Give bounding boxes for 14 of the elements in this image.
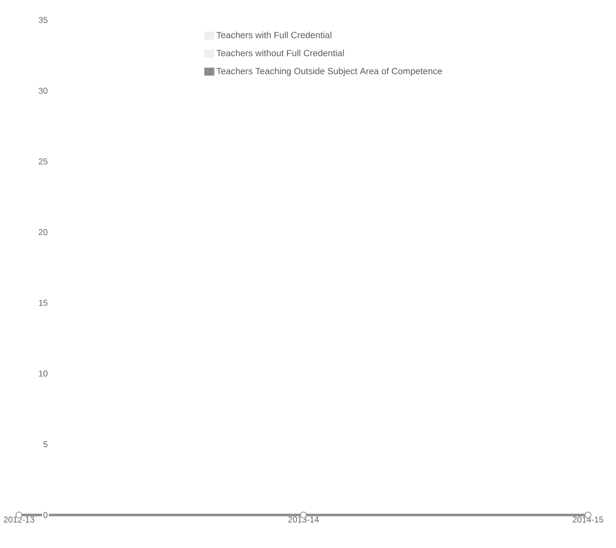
y-tick-label: 30 [38,88,48,94]
y-tick-label: 15 [38,300,48,306]
legend-label: Teachers without Full Credential [216,50,344,56]
y-tick-label: 25 [38,158,48,164]
x-tick-label: 2014-15 [572,516,604,523]
x-tick-label: 2013-14 [288,516,319,523]
y-tick-label: 20 [38,229,48,236]
y-tick-label: 0 [43,512,48,518]
x-tick-label: 2012-13 [4,516,34,523]
y-tick-label: 10 [38,370,48,377]
legend-label: Teachers with Full Credential [216,32,332,38]
y-tick-label: 35 [38,16,48,23]
legend-label: Teachers Teaching Outside Subject Area of Competence [216,68,442,76]
y-tick-label: 5 [43,441,48,448]
